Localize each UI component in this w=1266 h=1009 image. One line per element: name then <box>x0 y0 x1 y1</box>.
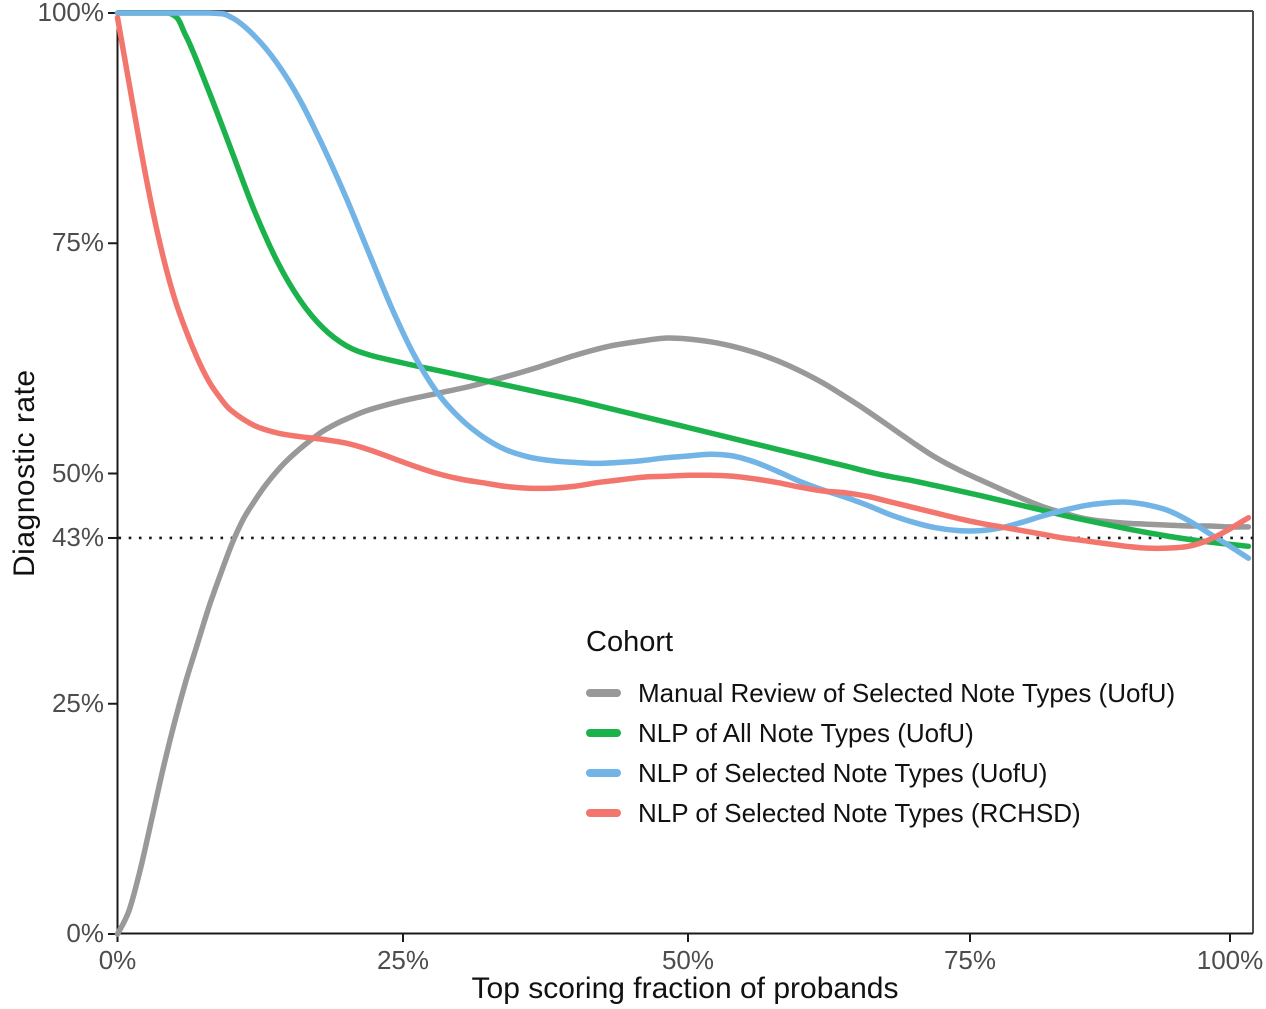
y-tick-label: 75% <box>51 227 104 258</box>
x-tick-label: 50% <box>661 945 715 975</box>
y-tick-label: 50% <box>51 457 104 488</box>
y-tick-label: 43% <box>51 521 104 552</box>
y-tick-label: 0% <box>66 918 104 948</box>
series-line-1 <box>114 10 1252 550</box>
x-tick-label: 100% <box>1196 945 1264 975</box>
x-tick-label: 0% <box>98 945 137 975</box>
legend-item: Manual Review of Selected Note Types (Uo… <box>586 673 1175 713</box>
series-line-3 <box>114 14 1252 552</box>
legend-key-swatch <box>586 769 621 777</box>
legend: Cohort Manual Review of Selected Note Ty… <box>586 624 1175 833</box>
y-tick-label: 25% <box>51 687 104 718</box>
legend-item: NLP of All Note Types (UofU) <box>586 713 1175 753</box>
legend-key-swatch <box>586 689 621 697</box>
x-tick-label: 75% <box>943 945 997 975</box>
series-line-2 <box>114 10 1252 561</box>
legend-item: NLP of Selected Note Types (RCHSD) <box>586 793 1175 833</box>
legend-key-swatch <box>586 809 621 817</box>
legend-title: Cohort <box>586 626 674 658</box>
legend-item-label: NLP of Selected Note Types (UofU) <box>638 757 1048 788</box>
x-tick-label: 25% <box>376 945 430 975</box>
legend-item-label: Manual Review of Selected Note Types (Uo… <box>638 677 1176 708</box>
legend-key-swatch <box>586 729 621 737</box>
x-axis-title: Top scoring fraction of probands <box>471 972 899 1005</box>
y-tick-label: 100% <box>37 0 105 27</box>
legend-item-label: NLP of Selected Note Types (RCHSD) <box>638 797 1081 828</box>
legend-item: NLP of Selected Note Types (UofU) <box>586 753 1175 793</box>
legend-items: Manual Review of Selected Note Types (Uo… <box>586 673 1175 833</box>
legend-item-label: NLP of All Note Types (UofU) <box>638 717 974 748</box>
